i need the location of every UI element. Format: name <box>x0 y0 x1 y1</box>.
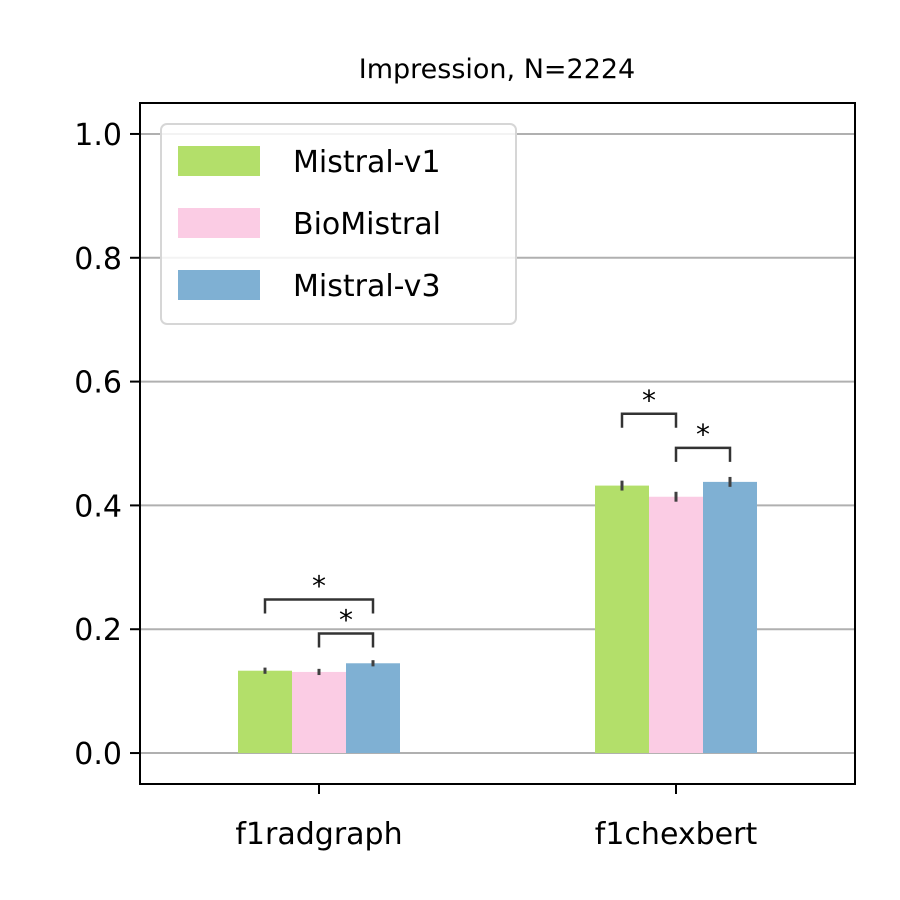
bar <box>703 481 757 754</box>
error-bars <box>263 476 732 676</box>
x-axis: f1radgraph f1chexbert <box>235 784 757 852</box>
y-tick-label: 0.2 <box>74 613 122 648</box>
legend-swatch <box>178 208 260 238</box>
y-tick-label: 0.8 <box>74 242 122 277</box>
bars <box>238 481 757 754</box>
y-axis: 0.0 0.2 0.4 0.6 0.8 1.0 <box>74 118 140 772</box>
legend-label: BioMistral <box>293 207 441 242</box>
plot-frame <box>139 102 856 785</box>
y-tick-label: 0.0 <box>74 737 122 772</box>
significance-bracket <box>317 632 375 648</box>
bar <box>595 485 649 754</box>
significance-brackets: * * * * <box>263 384 732 648</box>
legend-label: Mistral-v1 <box>293 145 441 180</box>
bar <box>238 670 292 754</box>
bar <box>292 671 346 754</box>
significance-bracket <box>674 446 732 462</box>
legend: Mistral-v1 BioMistral Mistral-v3 <box>160 123 517 325</box>
y-tick-label: 0.6 <box>74 366 122 401</box>
significance-label: * <box>642 384 656 417</box>
x-tick-label: f1radgraph <box>235 817 402 852</box>
chart-title: Impression, N=2224 <box>359 54 636 85</box>
legend-label: Mistral-v3 <box>293 269 441 304</box>
bar <box>649 496 703 754</box>
significance-label: * <box>696 418 710 451</box>
x-tick-label: f1chexbert <box>595 817 758 852</box>
bar <box>346 663 400 754</box>
legend-swatch <box>178 270 260 300</box>
significance-bracket <box>263 598 375 614</box>
y-tick-label: 0.4 <box>74 489 122 524</box>
significance-bracket <box>620 412 678 428</box>
significance-label: * <box>339 604 353 637</box>
y-tick-label: 1.0 <box>74 118 122 153</box>
legend-swatch <box>178 146 260 176</box>
significance-label: * <box>312 570 326 603</box>
